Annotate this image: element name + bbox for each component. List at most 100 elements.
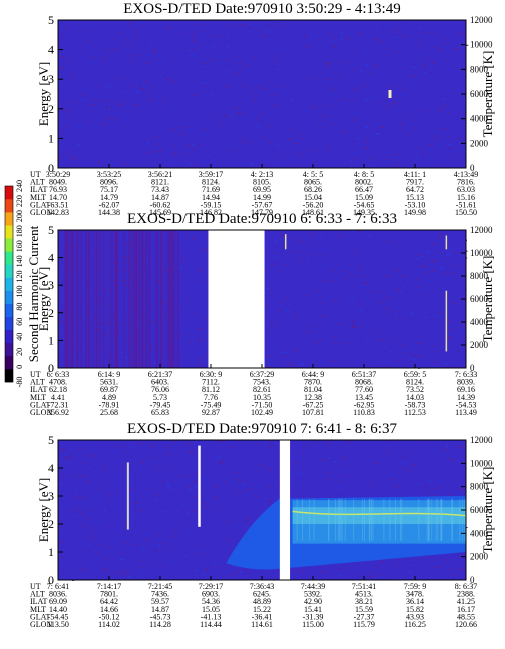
noise-dot xyxy=(142,548,145,550)
noise-dot xyxy=(340,489,342,491)
noise-dot xyxy=(348,441,351,443)
noise-dot xyxy=(218,126,222,128)
noise-dot xyxy=(289,138,292,140)
noise-dot xyxy=(149,84,152,86)
noise-dot xyxy=(91,510,94,512)
table-cell: 76.06 xyxy=(151,385,169,394)
noise-dot xyxy=(186,60,189,62)
noise-dot xyxy=(130,61,134,63)
noise-dot xyxy=(459,569,463,571)
noise-dot xyxy=(464,113,466,115)
noise-dot xyxy=(274,240,278,242)
noise-dot xyxy=(449,252,452,254)
table-cell: -54.45 xyxy=(48,612,69,621)
noise-dot xyxy=(187,512,190,514)
noise-dot xyxy=(294,570,296,572)
noise-dot xyxy=(364,282,368,284)
noise-dot xyxy=(347,99,350,101)
noise-dot xyxy=(117,574,121,576)
band-streak xyxy=(364,498,365,541)
noise-dot xyxy=(202,532,204,533)
y-tick-label: 2 xyxy=(48,102,54,116)
noise-dot xyxy=(114,144,117,146)
noise-dot xyxy=(81,99,84,101)
streak-line xyxy=(166,230,168,368)
noise-dot xyxy=(188,578,190,580)
noise-dot xyxy=(329,478,332,480)
noise-dot xyxy=(126,257,130,259)
noise-dot xyxy=(376,130,378,132)
noise-dot xyxy=(351,277,354,279)
band-streak xyxy=(437,498,439,541)
y2-tick-label: 10000 xyxy=(470,40,493,50)
table-cell: 8002. xyxy=(355,178,373,187)
table-cell: 115.00 xyxy=(302,620,324,629)
noise-dot xyxy=(420,266,423,268)
ephemeris-table: UT 6: 6:33 6:14: 9 6:21:37 6:30: 9 6:37:29 6:4… xyxy=(30,370,477,417)
noise-dot xyxy=(251,498,253,500)
noise-dot xyxy=(264,269,267,271)
noise-dot xyxy=(81,29,83,31)
noise-dot xyxy=(385,452,389,454)
noise-dot xyxy=(354,75,356,77)
table-row-label: ALT xyxy=(30,378,45,387)
noise-dot xyxy=(161,107,164,109)
noise-dot xyxy=(414,354,417,356)
noise-dot xyxy=(451,157,454,158)
noise-dot xyxy=(302,354,306,356)
noise-dot xyxy=(448,328,451,330)
ephemeris-table: UT 7: 6:41 7:14:17 7:21:45 7:29:17 7:36:43 7:4… xyxy=(30,582,477,629)
noise-dot xyxy=(244,526,247,528)
noise-dot xyxy=(461,33,465,35)
noise-dot xyxy=(108,108,111,110)
noise-dot xyxy=(338,324,341,326)
noise-dot xyxy=(135,443,137,445)
noise-dot xyxy=(192,33,194,35)
noise-dot xyxy=(356,20,358,22)
table-cell: 59.57 xyxy=(151,597,169,606)
noise-dot xyxy=(165,466,168,468)
noise-dot xyxy=(379,300,382,302)
noise-dot xyxy=(61,67,65,69)
noise-dot xyxy=(226,85,229,87)
noise-dot xyxy=(153,463,155,465)
streak-line xyxy=(99,230,101,368)
noise-dot xyxy=(321,119,324,121)
noise-dot xyxy=(357,230,360,232)
noise-dot xyxy=(103,510,106,512)
noise-dot xyxy=(423,266,426,267)
table-row-label: ILAT xyxy=(30,597,47,606)
noise-dot xyxy=(191,230,193,232)
noise-dot xyxy=(328,63,332,65)
noise-dot xyxy=(188,50,191,52)
noise-dot xyxy=(265,303,269,305)
noise-dot xyxy=(376,292,380,294)
noise-dot xyxy=(130,469,132,471)
noise-dot xyxy=(72,135,75,137)
y-tick-label: 1 xyxy=(48,333,54,347)
table-cell: 73.43 xyxy=(151,185,169,194)
noise-dot xyxy=(321,302,324,304)
noise-dot xyxy=(129,55,132,57)
noise-dot xyxy=(229,133,232,135)
noise-dot xyxy=(68,53,71,55)
noise-dot xyxy=(187,505,190,507)
noise-dot xyxy=(138,243,140,245)
noise-dot xyxy=(270,289,273,291)
noise-dot xyxy=(391,87,393,89)
band-streak xyxy=(369,498,371,541)
noise-dot xyxy=(316,342,319,343)
noise-dot xyxy=(108,288,112,290)
noise-dot xyxy=(290,238,292,239)
noise-dot xyxy=(276,103,279,105)
band-streak xyxy=(462,498,464,541)
noise-dot xyxy=(234,72,237,74)
noise-dot xyxy=(208,549,211,551)
noise-dot xyxy=(441,43,444,45)
noise-dot xyxy=(59,352,61,353)
noise-dot xyxy=(340,32,343,34)
noise-dot xyxy=(203,249,205,251)
noise-dot xyxy=(226,154,228,156)
table-row-label: MLT xyxy=(30,393,46,402)
noise-dot xyxy=(222,461,224,463)
